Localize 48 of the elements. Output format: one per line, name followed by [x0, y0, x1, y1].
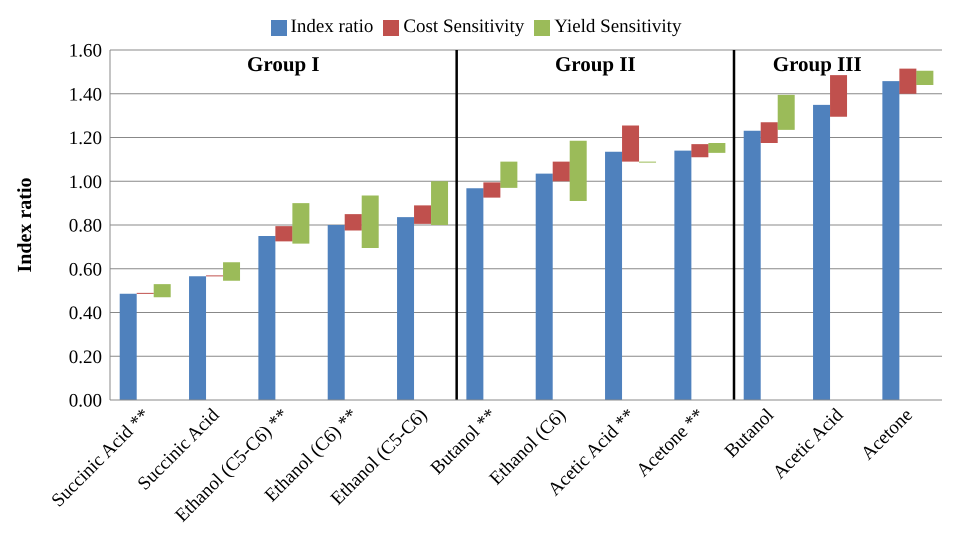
- y-tick-label: 1.40: [68, 84, 102, 106]
- bar: [622, 125, 640, 162]
- bar: [120, 294, 137, 400]
- annotation: Group II: [554, 52, 636, 76]
- bar: [778, 94, 795, 130]
- bar: [708, 142, 726, 153]
- bar: [328, 225, 345, 400]
- bar: [830, 75, 848, 117]
- bar: [882, 81, 900, 400]
- y-tick-label: 0.00: [68, 390, 102, 412]
- bar: [674, 150, 692, 400]
- y-tick-label: 0.40: [68, 303, 102, 324]
- bar: [466, 188, 484, 400]
- bar: [605, 152, 622, 400]
- bar: [744, 130, 761, 400]
- annotation: Group III: [772, 52, 862, 76]
- bar: [431, 181, 448, 225]
- bar: [275, 226, 292, 242]
- y-tick-label: 1.60: [68, 40, 102, 62]
- bar: [813, 104, 830, 400]
- y-tick-label: 0.60: [68, 259, 102, 280]
- bar: [154, 284, 171, 298]
- bar: [223, 262, 240, 281]
- bar: [483, 182, 500, 198]
- bar: [189, 276, 206, 400]
- y-tick-label: 0.80: [68, 216, 102, 237]
- bar: [344, 214, 362, 230]
- bar: [414, 205, 432, 224]
- bar: [916, 70, 934, 85]
- bar: [760, 122, 778, 143]
- bar: [500, 162, 518, 188]
- y-tick-label: 1.20: [68, 128, 102, 150]
- legend-label: Yield Sensitivity: [554, 16, 682, 37]
- bar: [258, 236, 276, 400]
- legend-label: Index ratio: [290, 16, 374, 37]
- y-axis-title: Index ratio: [14, 178, 36, 272]
- bar: [292, 203, 310, 244]
- bar: [552, 162, 570, 182]
- bar: [397, 217, 414, 400]
- bar: [691, 144, 708, 158]
- bar: [899, 68, 916, 94]
- y-tick-label: 0.20: [68, 346, 102, 368]
- legend-label: Cost Sensitivity: [403, 16, 524, 37]
- bar: [362, 195, 379, 248]
- y-tick-label: 1.00: [68, 172, 102, 193]
- annotation: Group I: [247, 52, 320, 76]
- bar: [536, 174, 553, 400]
- bar: [570, 140, 587, 201]
